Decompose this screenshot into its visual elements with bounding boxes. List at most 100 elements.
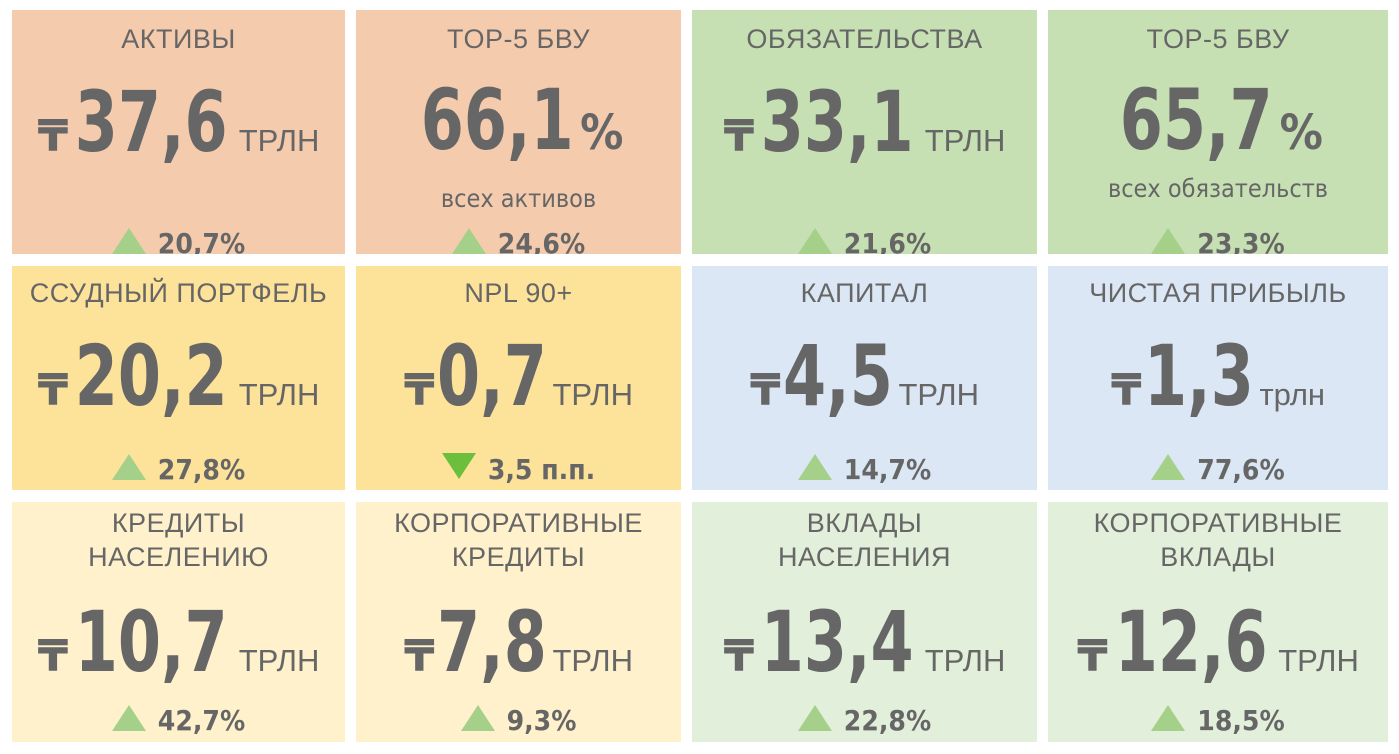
- value-row: ₸13,4 ТРЛН: [692, 600, 1037, 684]
- tenge-icon: ₸: [403, 631, 435, 682]
- tile-npl: NPL 90+ ₸0,7 ТРЛН 3,5 п.п.: [356, 266, 681, 490]
- main-value: 1,3: [1143, 327, 1254, 425]
- value-row: ₸1,3 трлн: [1048, 334, 1388, 418]
- main-value: 0,7: [436, 327, 547, 425]
- tile-liabilities: ОБЯЗАТЕЛЬСТВА ₸33,1 ТРЛН 21,6%: [692, 10, 1037, 254]
- tile-title-line1: КОРПОРАТИВНЫЕ: [394, 508, 643, 538]
- unit-label: ТРЛН: [924, 123, 1006, 158]
- main-value: 7,8: [436, 593, 547, 691]
- tile-title-line2: НАСЕЛЕНИЮ: [88, 542, 269, 572]
- tile-title: TOP-5 БВУ: [1146, 24, 1290, 54]
- change-value: 14,7%: [843, 453, 932, 486]
- change-row: 20,7%: [12, 227, 345, 254]
- tile-assets: АКТИВЫ ₸37,6 ТРЛН 20,7%: [12, 10, 345, 254]
- main-value: 66,1: [420, 71, 574, 169]
- main-value: 12,6: [1114, 593, 1268, 691]
- change-row: 22,8%: [692, 704, 1037, 737]
- subtitle: всех обязательств: [1107, 174, 1329, 203]
- change-value: 21,6%: [843, 227, 932, 254]
- value-row: ₸0,7 ТРЛН: [356, 334, 681, 418]
- main-value: 33,1: [761, 73, 914, 171]
- main-value: 10,7: [75, 593, 228, 691]
- tile-title-line1: КОРПОРАТИВНЫЕ: [1093, 508, 1343, 538]
- value-row: 65,7%: [1048, 78, 1388, 162]
- change-value: 42,7%: [157, 704, 246, 737]
- unit-label: ТРЛН: [552, 643, 634, 678]
- main-value: 37,6: [75, 73, 228, 171]
- tile-net-profit: ЧИСТАЯ ПРИБЫЛЬ ₸1,3 трлн 77,6%: [1048, 266, 1388, 490]
- main-value: 4,5: [782, 327, 893, 425]
- main-value: 20,2: [75, 327, 228, 425]
- subtitle: всех активов: [440, 184, 597, 213]
- tile-retail-deposits: ВКЛАДЫ НАСЕЛЕНИЯ ₸13,4 ТРЛН 22,8%: [692, 502, 1037, 742]
- change-value: 20,7%: [157, 227, 246, 254]
- tenge-icon: ₸: [749, 365, 781, 416]
- tile-top5-liabilities: TOP-5 БВУ 65,7% всех обязательств 23,3%: [1048, 10, 1388, 254]
- unit-label: ТРЛН: [238, 123, 320, 158]
- tile-title-line2: КРЕДИТЫ: [451, 542, 586, 572]
- change-row: 77,6%: [1048, 453, 1388, 486]
- up-triangle-icon: [451, 228, 486, 254]
- tenge-icon: ₸: [1077, 631, 1108, 682]
- change-value: 27,8%: [157, 453, 246, 486]
- tile-loan-portfolio: ССУДНЫЙ ПОРТФЕЛЬ ₸20,2 ТРЛН 27,8%: [12, 266, 345, 490]
- change-row: 42,7%: [12, 704, 345, 737]
- unit-label: ТРЛН: [1278, 643, 1359, 678]
- tile-title-line2: ВКЛАДЫ: [1160, 542, 1276, 572]
- change-row: 14,7%: [692, 453, 1037, 486]
- value-row: ₸10,7 ТРЛН: [12, 600, 345, 684]
- tile-title-line1: КРЕДИТЫ: [111, 508, 246, 538]
- up-triangle-icon: [797, 228, 832, 254]
- tile-title-line2: НАСЕЛЕНИЯ: [777, 542, 952, 572]
- up-triangle-icon: [111, 228, 146, 254]
- value-row: 66,1%: [356, 78, 681, 162]
- unit-label: ТРЛН: [552, 377, 634, 412]
- change-value: 77,6%: [1197, 453, 1285, 486]
- unit-label: ТРЛН: [238, 643, 320, 678]
- tenge-icon: ₸: [723, 631, 755, 682]
- unit-label: ТРЛН: [898, 377, 980, 412]
- up-triangle-icon: [1151, 705, 1186, 731]
- change-value: 3,5 п.п.: [487, 453, 596, 486]
- change-row: 23,3%: [1048, 227, 1388, 254]
- change-row: 21,6%: [692, 227, 1037, 254]
- tile-capital: КАПИТАЛ ₸4,5 ТРЛН 14,7%: [692, 266, 1037, 490]
- percent-sign: %: [1279, 105, 1323, 161]
- percent-sign: %: [580, 105, 624, 161]
- tile-retail-loans: КРЕДИТЫ НАСЕЛЕНИЮ ₸10,7 ТРЛН 42,7%: [12, 502, 345, 742]
- unit-label: трлн: [1259, 377, 1326, 412]
- tile-corporate-loans: КОРПОРАТИВНЫЕ КРЕДИТЫ ₸7,8 ТРЛН 9,3%: [356, 502, 681, 742]
- unit-label: ТРЛН: [238, 377, 320, 412]
- value-row: ₸20,2 ТРЛН: [12, 334, 345, 418]
- up-triangle-icon: [1151, 454, 1186, 480]
- unit-label: ТРЛН: [924, 643, 1006, 678]
- value-row: ₸33,1 ТРЛН: [692, 80, 1037, 164]
- main-value: 13,4: [761, 593, 914, 691]
- tile-top5-assets: TOP-5 БВУ 66,1% всех активов 24,6%: [356, 10, 681, 254]
- value-row: ₸7,8 ТРЛН: [356, 600, 681, 684]
- change-row: 9,3%: [356, 704, 681, 737]
- up-triangle-icon: [797, 705, 832, 731]
- change-value: 18,5%: [1197, 704, 1285, 737]
- tile-title: АКТИВЫ: [121, 24, 236, 54]
- main-value: 65,7: [1119, 71, 1273, 169]
- up-triangle-icon: [111, 705, 146, 731]
- change-value: 9,3%: [506, 704, 577, 737]
- tile-title: NPL 90+: [464, 278, 573, 308]
- tile-title: TOP-5 БВУ: [446, 24, 590, 54]
- up-triangle-icon: [111, 454, 146, 480]
- change-row: 3,5 п.п.: [356, 453, 681, 486]
- tenge-icon: ₸: [37, 631, 69, 682]
- tenge-icon: ₸: [403, 365, 435, 416]
- tenge-icon: ₸: [1110, 365, 1142, 416]
- tenge-icon: ₸: [37, 111, 69, 162]
- tile-title-line1: ВКЛАДЫ: [806, 508, 923, 538]
- up-triangle-icon: [460, 705, 495, 731]
- up-triangle-icon: [797, 454, 832, 480]
- change-row: 24,6%: [356, 227, 681, 254]
- value-row: ₸4,5 ТРЛН: [692, 334, 1037, 418]
- change-value: 23,3%: [1197, 227, 1285, 254]
- tile-title: ОБЯЗАТЕЛЬСТВА: [746, 24, 983, 54]
- tile-title: КАПИТАЛ: [800, 278, 929, 308]
